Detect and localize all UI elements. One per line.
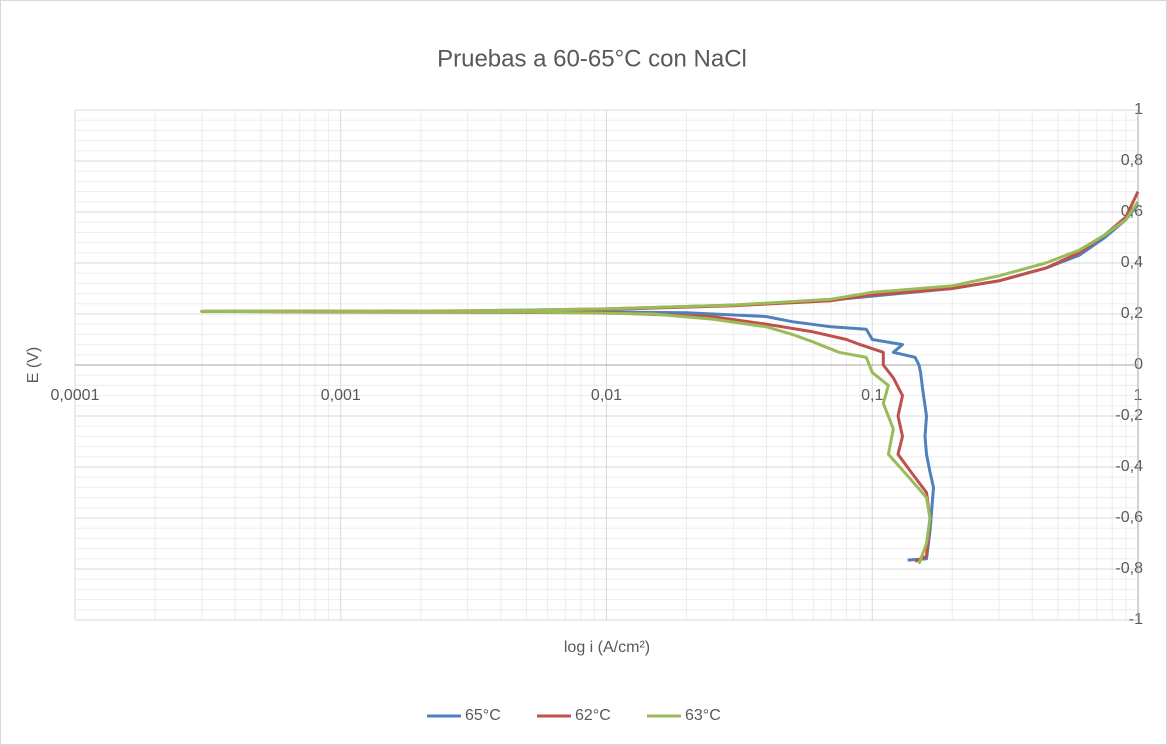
y-tick-label: -0,8	[1115, 560, 1143, 577]
y-tick-label: 0,8	[1121, 152, 1143, 169]
y-tick-label: 0	[1134, 356, 1143, 373]
y-tick-label: 1	[1134, 101, 1143, 118]
x-tick-label: 0,01	[591, 387, 622, 404]
y-tick-label: 0,4	[1121, 254, 1143, 271]
x-axis-title: log i (A/cm²)	[564, 639, 650, 656]
x-tick-label: 0,0001	[51, 387, 100, 404]
chart-title: Pruebas a 60-65°C con NaCl	[437, 45, 747, 72]
y-tick-label: -1	[1129, 611, 1143, 628]
y-tick-label: 0,2	[1121, 305, 1143, 322]
data-line	[200, 200, 1140, 565]
y-tick-label: -0,2	[1115, 407, 1143, 424]
y-tick-label: -0,6	[1115, 509, 1143, 526]
x-tick-label: 0,001	[321, 387, 361, 404]
legend-label: 62°C	[575, 707, 611, 724]
legend-label: 63°C	[685, 707, 721, 724]
data-line	[200, 190, 1140, 563]
y-axis-title: E (V)	[25, 347, 42, 383]
y-tick-label: -0,4	[1115, 458, 1143, 475]
legend-label: 65°C	[465, 707, 501, 724]
x-tick-label: 0,1	[861, 387, 883, 404]
